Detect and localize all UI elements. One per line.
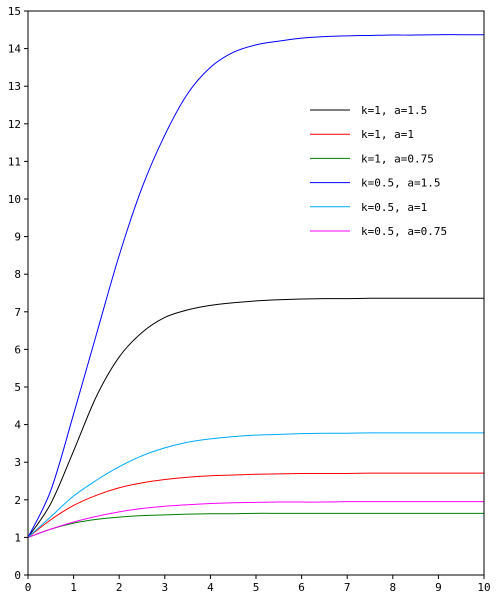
x-tick-label: 3: [161, 581, 168, 594]
y-tick-label: 11: [8, 155, 21, 168]
x-tick-label: 6: [298, 581, 305, 594]
legend-label: k=0.5, a=0.75: [361, 225, 447, 238]
x-tick-label: 8: [389, 581, 396, 594]
x-tick-label: 0: [25, 581, 32, 594]
legend-label: k=1, a=0.75: [361, 152, 434, 165]
y-tick-label: 3: [14, 456, 21, 469]
y-tick-label: 14: [8, 43, 22, 56]
series-layer: [27, 34, 485, 538]
series-line-4: [27, 34, 484, 538]
x-tick-label: 7: [344, 581, 351, 594]
series-line-5: [27, 432, 485, 538]
x-tick-label: 5: [253, 581, 260, 594]
y-tick-label: 4: [14, 419, 21, 432]
legend-label: k=0.5, a=1: [361, 201, 427, 214]
x-tick-label: 2: [116, 581, 123, 594]
legend: k=1, a=1.5 k=1, a=1 k=1, a=0.75 k=0.5, a=1.…: [310, 104, 447, 238]
x-tick-label: 1: [70, 581, 77, 594]
series-line-6: [27, 501, 484, 538]
y-tick-label: 15: [8, 5, 21, 18]
x-tick-label: 9: [435, 581, 442, 594]
y-tick-label: 10: [8, 193, 21, 206]
y-tick-label: 12: [8, 118, 21, 131]
y-tick-label: 2: [14, 494, 21, 507]
x-tick-label: 4: [207, 581, 214, 594]
series-line-3: [27, 512, 484, 538]
legend-label: k=1, a=1: [361, 128, 414, 141]
y-tick-label: 5: [14, 381, 21, 394]
y-tick-label: 1: [14, 531, 21, 544]
series-line-2: [27, 472, 484, 538]
legend-label: k=1, a=1.5: [361, 104, 427, 117]
legend-label: k=0.5, a=1.5: [361, 177, 440, 190]
x-tick-label: 10: [477, 581, 490, 594]
y-tick-label: 9: [14, 231, 21, 244]
y-tick-label: 7: [14, 306, 21, 319]
series-line-1: [27, 297, 484, 538]
y-tick-label: 0: [14, 569, 21, 582]
y-tick-label: 6: [14, 343, 21, 356]
y-tick-label: 8: [14, 268, 21, 281]
y-tick-label: 13: [8, 80, 21, 93]
